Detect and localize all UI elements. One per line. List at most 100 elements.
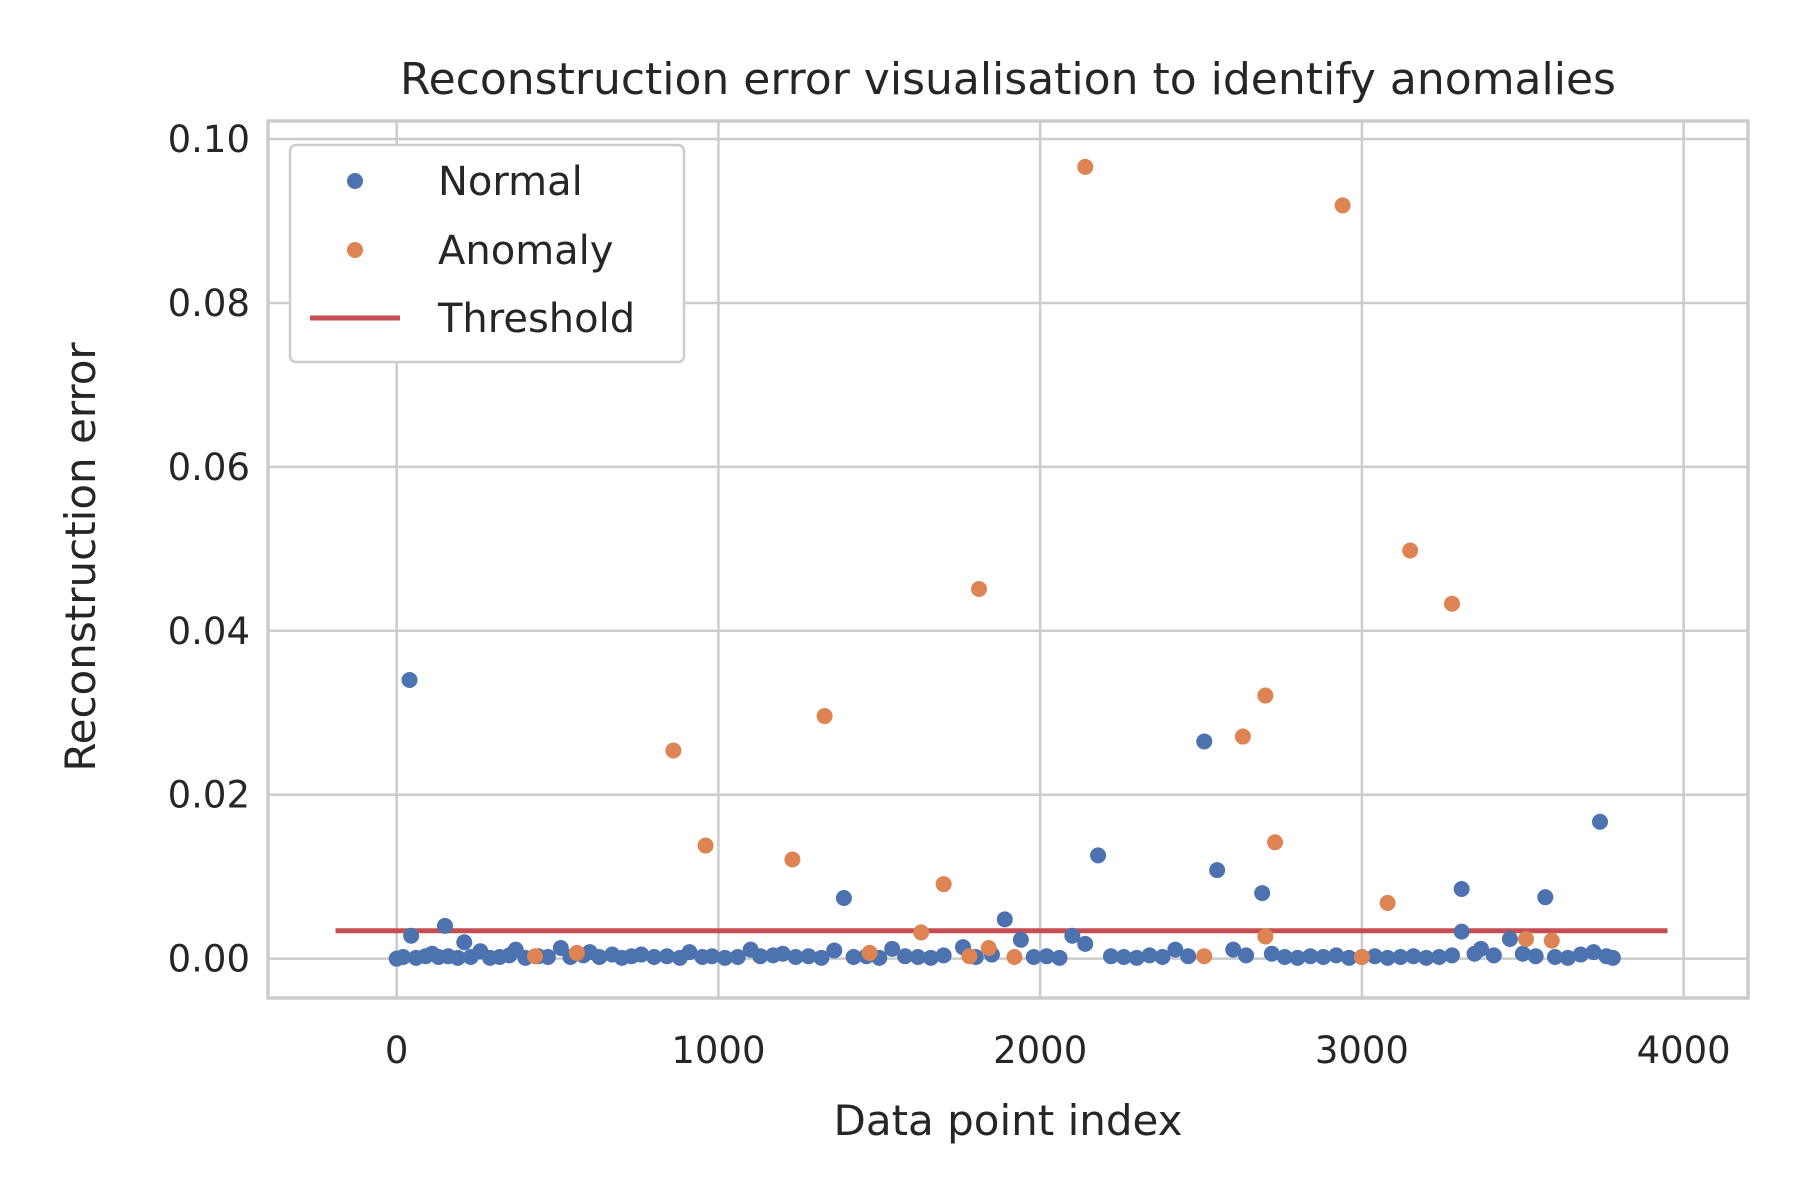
normal-point [1263,945,1280,962]
normal-point [1405,948,1422,965]
anomaly-point [568,944,585,961]
normal-point [1592,813,1608,830]
normal-point [1196,733,1213,750]
x-tick-label: 2000 [993,1029,1087,1072]
normal-point [1472,940,1489,957]
normal-point [1038,948,1055,965]
normal-point [996,911,1013,928]
legend-marker-anomaly [347,242,363,258]
normal-point [1572,946,1589,963]
normal-point [1418,949,1435,966]
x-tick-label: 3000 [1315,1029,1409,1072]
normal-point [1341,949,1358,966]
normal-point [436,917,453,934]
normal-point [1315,949,1332,966]
legend-marker-normal [347,173,363,189]
anomaly-point [1353,949,1370,966]
normal-point [1501,930,1518,947]
legend-label-anomaly: Anomaly [438,228,613,274]
legend-label-normal: Normal [438,159,583,205]
y-tick-label: 0.04 [168,610,250,653]
normal-point [456,934,473,951]
y-tick-label: 0.00 [168,938,250,981]
anomaly-point [1196,948,1213,965]
x-tick-labels: 0 1000 2000 3000 4000 [385,1029,1731,1072]
normal-point [909,949,926,966]
normal-point [1453,923,1470,940]
normal-point [633,946,650,963]
x-tick-label: 0 [385,1029,409,1072]
legend-label-threshold: Threshold [437,296,635,342]
y-tick-label: 0.10 [168,118,250,161]
normal-point [1537,889,1554,906]
normal-point [704,948,720,965]
normal-point [1225,941,1242,958]
anomaly-point [527,948,544,965]
normal-point [729,949,746,966]
normal-point [813,949,830,966]
normal-point [884,940,901,957]
normal-point [1051,949,1068,966]
anomaly-point [1257,687,1274,704]
normal-point [752,948,769,965]
anomaly-point [1006,949,1023,966]
normal-point [1527,948,1544,965]
anomaly-point [1267,834,1284,851]
normal-point [845,949,862,966]
normal-point [1102,948,1119,965]
plot-frame [266,119,1750,1000]
anomaly-point [1234,728,1251,745]
legend: Normal Anomaly Threshold [288,143,686,364]
normal-point [826,942,843,959]
normal-point [1585,944,1602,961]
normal-point [1128,949,1145,966]
anomaly-point [1402,542,1419,559]
anomaly-point [1518,930,1534,947]
normal-point [403,927,420,944]
normal-point [1431,949,1448,966]
anomaly-point [980,940,997,957]
normal-point [395,949,412,966]
normal-point [1209,862,1226,879]
normal-point [1238,947,1255,964]
normal-point [1276,949,1293,966]
y-tick-label: 0.08 [168,282,250,325]
normal-point [1025,949,1042,966]
anomaly-point [971,581,988,598]
normal-point [681,944,698,961]
normal-point [774,945,791,962]
anomaly-point [861,944,878,961]
y-axis-label: Reconstruction error [56,342,105,772]
normal-point [1485,947,1502,964]
normal-point [646,949,663,966]
anomaly-series [527,158,1560,966]
normal-point [1559,949,1576,966]
x-axis-label: Data point index [833,1096,1182,1145]
anomaly-point [1379,894,1396,911]
normal-point [1302,948,1319,965]
anomaly-point [665,742,682,759]
normal-point [1090,847,1107,864]
normal-point [449,949,466,966]
normal-point [1444,947,1460,964]
normal-point [1604,949,1621,966]
x-tick-label: 4000 [1637,1029,1731,1072]
y-tick-label: 0.06 [168,446,250,489]
normal-point [1064,927,1081,944]
anomaly-point [1077,158,1094,175]
anomaly-point [784,851,801,868]
x-tick-label: 1000 [671,1029,765,1072]
normal-point [1514,945,1531,962]
points-layer [388,158,1621,967]
anomaly-point [697,837,714,854]
normal-point [1012,931,1029,948]
y-tick-labels: 0.00 0.02 0.04 0.06 0.08 0.10 [168,118,250,981]
normal-point [1546,949,1563,966]
normal-point [1392,949,1409,966]
y-tick-label: 0.02 [168,774,250,817]
anomaly-point [1444,595,1460,612]
normal-point [1154,949,1171,966]
normal-point [787,949,804,966]
